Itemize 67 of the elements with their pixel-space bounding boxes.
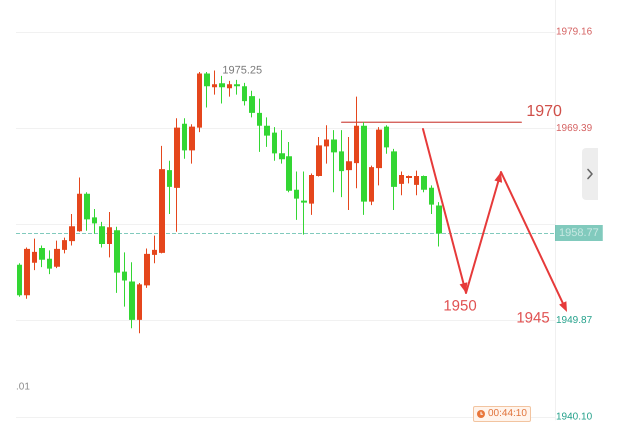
candlestick bbox=[99, 221, 105, 248]
candlestick bbox=[264, 116, 270, 148]
candlestick bbox=[47, 250, 52, 275]
candlestick bbox=[189, 124, 195, 164]
candlestick bbox=[339, 130, 344, 198]
candlestick bbox=[346, 136, 352, 210]
candlestick bbox=[414, 170, 419, 196]
candlestick bbox=[436, 202, 442, 247]
candlestick bbox=[376, 126, 382, 186]
candlestick bbox=[107, 211, 112, 258]
candlestick bbox=[309, 173, 314, 216]
candlestick bbox=[369, 165, 374, 206]
y-tick-label: 1940.10 bbox=[556, 412, 593, 423]
candlestick bbox=[242, 82, 247, 106]
annotation: 1950 bbox=[443, 298, 477, 314]
candlestick bbox=[24, 246, 30, 300]
candlestick bbox=[62, 237, 67, 254]
timer-badge: 00:44:10 bbox=[473, 406, 531, 422]
ref-line-label: 1958.77 bbox=[559, 226, 599, 239]
candlestick bbox=[197, 71, 202, 133]
candlestick bbox=[301, 171, 307, 236]
annotation: 00:44:10 bbox=[488, 407, 527, 421]
candlestick bbox=[227, 80, 232, 98]
candlestick bbox=[316, 136, 322, 177]
candlestick bbox=[129, 262, 135, 329]
series-label: 1970 bbox=[526, 102, 562, 120]
candlestick bbox=[152, 235, 157, 264]
candlestick bbox=[84, 192, 90, 232]
y-tick-label: 1949.87 bbox=[556, 315, 593, 326]
candlestick bbox=[331, 130, 337, 193]
candlestick bbox=[92, 208, 97, 234]
candlestick bbox=[182, 118, 187, 160]
candlestick bbox=[421, 174, 427, 193]
y-tick-label: 1969.39 bbox=[556, 122, 593, 134]
candlestick bbox=[174, 118, 180, 232]
candlestick bbox=[144, 248, 150, 288]
candlestick bbox=[122, 252, 127, 308]
candlestick bbox=[234, 79, 240, 96]
candlestick bbox=[294, 171, 299, 220]
candlestick bbox=[257, 98, 262, 152]
candlestick bbox=[249, 90, 255, 118]
candlestick bbox=[391, 148, 397, 210]
candlestick bbox=[272, 126, 277, 162]
y-tick-label: 1979.16 bbox=[556, 26, 593, 38]
candlestick bbox=[354, 96, 359, 189]
candlestick bbox=[212, 70, 217, 96]
candlestick bbox=[429, 184, 434, 214]
annotation: .01 bbox=[16, 382, 30, 392]
candlestick bbox=[219, 75, 225, 104]
candlestick bbox=[406, 174, 412, 184]
candlestick bbox=[167, 160, 172, 214]
candlestick bbox=[69, 213, 75, 246]
annotation: 1975.25 bbox=[222, 64, 262, 76]
candlestick bbox=[54, 240, 60, 269]
candlestick bbox=[39, 244, 45, 268]
candlestick bbox=[384, 124, 389, 154]
candlestick bbox=[77, 176, 82, 232]
candlestick bbox=[159, 145, 165, 254]
candlestick bbox=[324, 124, 329, 164]
annotation: 1945 bbox=[516, 310, 550, 326]
candlestick bbox=[399, 171, 404, 196]
candlestick bbox=[32, 238, 37, 271]
candlestick bbox=[17, 262, 22, 298]
candlestick bbox=[114, 226, 120, 294]
candlestick bbox=[204, 71, 210, 108]
candlestick bbox=[361, 122, 367, 216]
candlestick bbox=[137, 282, 142, 334]
